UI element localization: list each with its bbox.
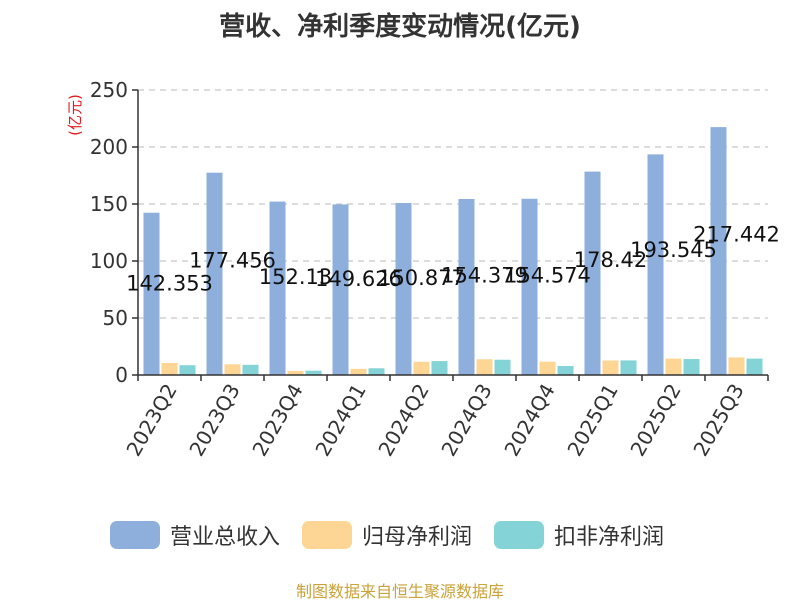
legend-swatch-revenue — [110, 521, 160, 549]
bar-revenue — [521, 198, 538, 375]
data-label-revenue: 142.353 — [126, 271, 213, 295]
bar-deducted_profit — [620, 360, 637, 375]
bar-revenue — [647, 154, 664, 375]
bar-net_profit — [350, 368, 367, 375]
legend-swatch-deducted-profit — [494, 521, 545, 549]
bar-net_profit — [539, 361, 556, 375]
bar-net_profit — [413, 361, 430, 375]
y-tick-label: 50 — [103, 306, 128, 330]
x-tick-label: 2023Q3 — [184, 380, 244, 461]
bar-deducted_profit — [431, 361, 448, 375]
x-tick-label: 2024Q3 — [436, 380, 496, 461]
y-tick-label: 200 — [90, 135, 128, 159]
data-label-revenue: 193.545 — [630, 238, 717, 262]
y-tick-label: 0 — [115, 363, 128, 387]
y-tick-label: 150 — [90, 192, 128, 216]
bar-revenue — [143, 212, 160, 375]
bar-deducted_profit — [494, 359, 511, 375]
legend-item-net-profit[interactable]: 归母净利润 — [302, 519, 472, 551]
bar-deducted_profit — [746, 358, 763, 375]
x-tick-label: 2025Q2 — [625, 380, 685, 461]
bar-net_profit — [224, 364, 241, 375]
bar-deducted_profit — [242, 364, 259, 375]
bar-revenue — [206, 172, 223, 375]
bar-net_profit — [602, 360, 619, 375]
bar-net_profit — [476, 359, 493, 375]
bar-net_profit — [161, 363, 178, 375]
bar-revenue — [710, 127, 727, 375]
x-tick-label: 2025Q1 — [562, 380, 622, 461]
data-label-revenue: 154.574 — [504, 264, 591, 288]
data-label-revenue: 177.456 — [189, 249, 276, 273]
legend-label-deducted-profit: 扣非净利润 — [554, 525, 665, 550]
y-axis-label: (亿元) — [66, 94, 84, 136]
data-label-revenue: 178.42 — [574, 248, 647, 272]
data-label-revenue: 217.442 — [693, 223, 780, 247]
data-label-revenue: 150.877 — [378, 266, 465, 290]
source-note: 制图数据来自恒生聚源数据库 — [295, 582, 504, 601]
x-tick-label: 2023Q2 — [121, 380, 181, 461]
bar-net_profit — [665, 358, 682, 375]
legend-item-revenue[interactable]: 营业总收入 — [110, 519, 280, 551]
bar-deducted_profit — [557, 365, 574, 375]
y-tick-label: 100 — [90, 249, 128, 273]
bar-deducted_profit — [179, 365, 196, 375]
bar-deducted_profit — [683, 359, 700, 375]
legend: 营业总收入 归母净利润 扣非净利润 — [110, 519, 686, 551]
legend-swatch-net-profit — [302, 521, 353, 549]
chart-title: 营收、净利季度变动情况(亿元) — [219, 12, 581, 42]
bar-revenue — [458, 199, 475, 375]
bar-revenue — [332, 204, 349, 375]
bar-net_profit — [287, 370, 304, 375]
x-tick-label: 2024Q4 — [499, 380, 559, 461]
y-tick-label: 250 — [90, 78, 128, 102]
bar-deducted_profit — [305, 370, 322, 375]
x-tick-label: 2024Q1 — [310, 380, 370, 461]
bar-revenue — [584, 171, 601, 375]
legend-label-net-profit: 归母净利润 — [362, 525, 473, 550]
data-label-revenue: 152.13 — [259, 265, 332, 289]
legend-item-deducted-profit[interactable]: 扣非净利润 — [494, 519, 664, 551]
bar-net_profit — [728, 357, 745, 375]
bar-revenue — [269, 201, 286, 375]
x-tick-label: 2023Q4 — [247, 380, 307, 461]
x-tick-label: 2024Q2 — [373, 380, 433, 461]
data-label-revenue: 149.626 — [315, 267, 402, 291]
data-label-revenue: 154.379 — [441, 264, 528, 288]
bar-revenue — [395, 203, 412, 375]
bar-deducted_profit — [368, 368, 385, 375]
x-tick-label: 2025Q3 — [688, 380, 748, 461]
legend-label-revenue: 营业总收入 — [170, 525, 281, 550]
